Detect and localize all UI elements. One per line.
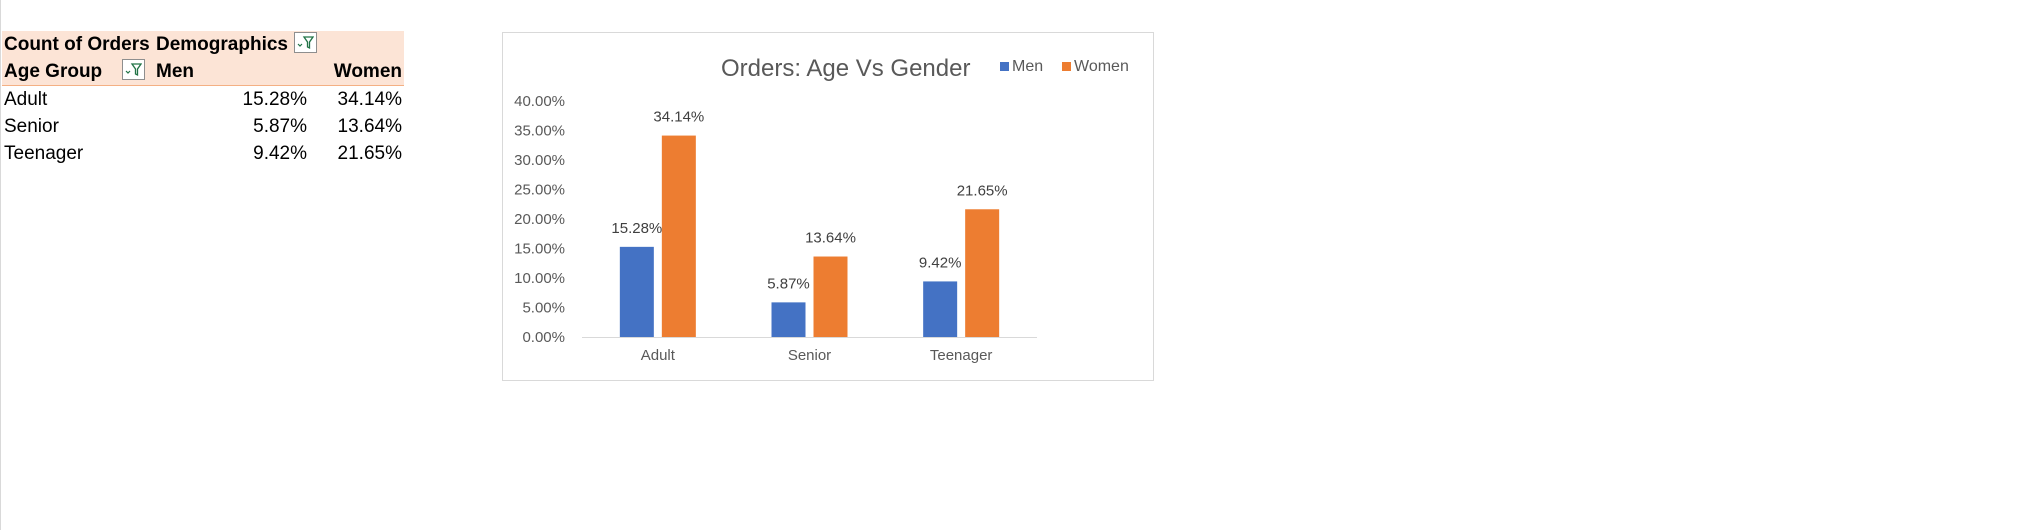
data-label: 13.64% — [805, 230, 856, 247]
data-label: 21.65% — [957, 182, 1008, 199]
y-tick-label: 40.00% — [514, 93, 565, 110]
men-value[interactable]: 5.87% — [253, 116, 307, 137]
bar-women-teenager[interactable] — [965, 209, 1000, 337]
x-tick-label: Teenager — [930, 347, 993, 364]
pivot-columns-field[interactable]: Demographics — [156, 34, 288, 55]
bar-men-adult[interactable] — [619, 246, 654, 337]
women-value[interactable]: 13.64% — [337, 116, 402, 137]
x-axis: Adult Senior Teenager — [582, 337, 1037, 364]
bar-women-adult[interactable] — [661, 135, 696, 337]
x-tick-label: Senior — [788, 347, 831, 364]
pivot-row-field[interactable]: Age Group — [4, 61, 103, 82]
plot-area[interactable]: 15.28% 34.14% 5.87% 13.64% 9.42% 21.65% — [611, 109, 1008, 337]
bar-women-senior[interactable] — [813, 256, 848, 337]
legend-label: Men — [1012, 58, 1043, 75]
filter-dropdown-icon — [297, 36, 314, 50]
data-label: 34.14% — [653, 109, 704, 126]
legend-swatch — [1000, 62, 1009, 71]
legend-swatch — [1062, 62, 1071, 71]
y-tick-label: 20.00% — [514, 211, 565, 228]
y-tick-label: 25.00% — [514, 182, 565, 199]
x-tick-label: Adult — [641, 347, 676, 364]
rows-filter-button[interactable] — [122, 59, 145, 80]
pivot-row-senior: Senior 5.87% 13.64% — [2, 113, 404, 140]
women-value[interactable]: 34.14% — [337, 89, 402, 110]
bar-men-teenager[interactable] — [923, 281, 958, 337]
pivot-header-row-1: Count of Orders Demographics — [2, 31, 404, 58]
pivot-col-men[interactable]: Men — [156, 61, 194, 82]
chart-title[interactable]: Orders: Age Vs Gender — [721, 55, 970, 82]
data-label: 15.28% — [611, 220, 662, 237]
y-tick-label: 5.00% — [522, 300, 565, 317]
columns-filter-button[interactable] — [294, 32, 317, 53]
pivot-table: Count of Orders Demographics Age Group M… — [2, 31, 404, 167]
filter-dropdown-icon — [125, 63, 142, 77]
men-value[interactable]: 9.42% — [253, 143, 307, 164]
pivot-values-label[interactable]: Count of Orders — [4, 34, 150, 55]
row-label[interactable]: Adult — [4, 89, 48, 110]
row-label[interactable]: Teenager — [4, 143, 84, 164]
pivot-row-adult: Adult 15.28% 34.14% — [2, 86, 404, 113]
pivot-header-row-2: Age Group Men Women — [2, 58, 404, 86]
chart-legend[interactable]: Men Women — [1000, 58, 1129, 75]
legend-label: Women — [1074, 58, 1129, 75]
pivot-col-women[interactable]: Women — [333, 61, 402, 82]
y-tick-label: 15.00% — [514, 241, 565, 258]
pivot-row-teenager: Teenager 9.42% 21.65% — [2, 140, 404, 167]
bar-men-senior[interactable] — [771, 302, 806, 337]
men-value[interactable]: 15.28% — [242, 89, 307, 110]
y-tick-label: 30.00% — [514, 152, 565, 169]
row-label[interactable]: Senior — [4, 116, 59, 137]
chart-canvas: Orders: Age Vs Gender Men Women 0.00% 5.00… — [514, 55, 1129, 364]
y-tick-label: 10.00% — [514, 270, 565, 287]
y-tick-label: 0.00% — [522, 329, 565, 346]
data-label: 9.42% — [919, 254, 962, 271]
y-axis: 0.00% 5.00% 10.00% 15.00% 20.00% 25.00% 30.00%… — [514, 93, 565, 346]
women-value[interactable]: 21.65% — [337, 143, 402, 164]
sheet-left-border — [0, 0, 1, 530]
pivot-chart[interactable]: Orders: Age Vs Gender Men Women 0.00% 5.00… — [502, 32, 1154, 381]
data-label: 5.87% — [767, 275, 810, 292]
y-tick-label: 35.00% — [514, 123, 565, 140]
